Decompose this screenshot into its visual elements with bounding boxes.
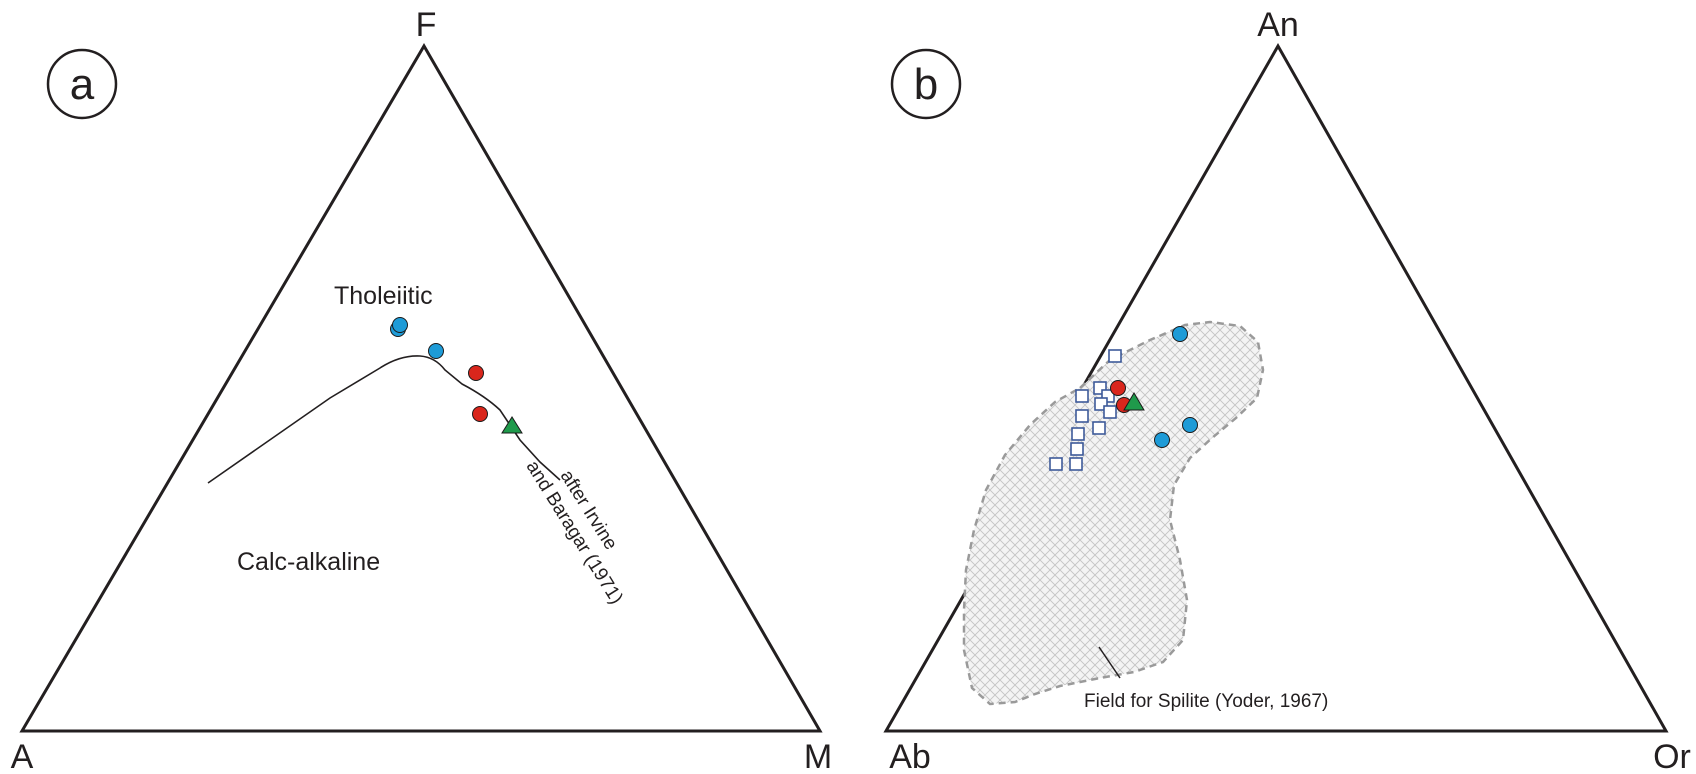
sample-point-blue [1182,417,1198,433]
sample-point-open-square [1092,421,1106,435]
spilite-field-leader-line [1098,646,1121,679]
vertex-label-or: Or [1653,738,1691,774]
sample-point-red [1110,380,1126,396]
spilite-field-region [962,320,1265,706]
sample-point-open-square [1070,442,1084,456]
panel-a-points [390,317,523,434]
panel-b: b An Ab Or Field [883,6,1691,774]
reference-irvine-baragar: after Irvine and Baragar (1971) [522,457,627,608]
field-label-spilite: Field for Spilite (Yoder, 1967) [1084,691,1328,712]
field-label-tholeiitic: Tholeiitic [334,282,433,310]
sample-point-green-triangle [501,416,523,434]
sample-point-open-square [1071,427,1085,441]
panel-b-open-squares [1049,349,1122,471]
field-label-calc-alkaline: Calc-alkaline [237,548,380,576]
panel-a: a F A M Tholeiitic Calc-alkaline after I… [11,6,833,774]
panel-a-badge [46,48,118,120]
sample-point-open-square [1103,405,1117,419]
sample-point-blue [1172,326,1188,342]
afm-triangle [19,43,823,733]
sample-point-red [472,406,488,422]
panel-b-points [1110,326,1198,448]
vertex-label-f: F [416,6,437,44]
sample-point-blue [428,343,444,359]
vertex-label-a: A [11,738,34,774]
sample-point-green-triangle [1123,392,1145,411]
sample-point-open-square [1069,457,1083,471]
sample-point-open-square [1075,389,1089,403]
sample-point-red [468,365,484,381]
panel-b-badge [890,48,962,120]
sample-point-blue [392,317,408,333]
tholeiitic-calc-alkaline-boundary [207,355,561,484]
panel-b-letter: b [914,60,938,109]
vertex-label-m: M [804,738,832,774]
vertex-label-ab: Ab [889,738,931,774]
sample-point-open-square [1049,457,1063,471]
sample-point-blue [1154,432,1170,448]
sample-point-open-square [1075,409,1089,423]
vertex-label-an: An [1257,6,1299,44]
panel-a-letter: a [70,60,95,109]
sample-point-open-square [1108,349,1122,363]
